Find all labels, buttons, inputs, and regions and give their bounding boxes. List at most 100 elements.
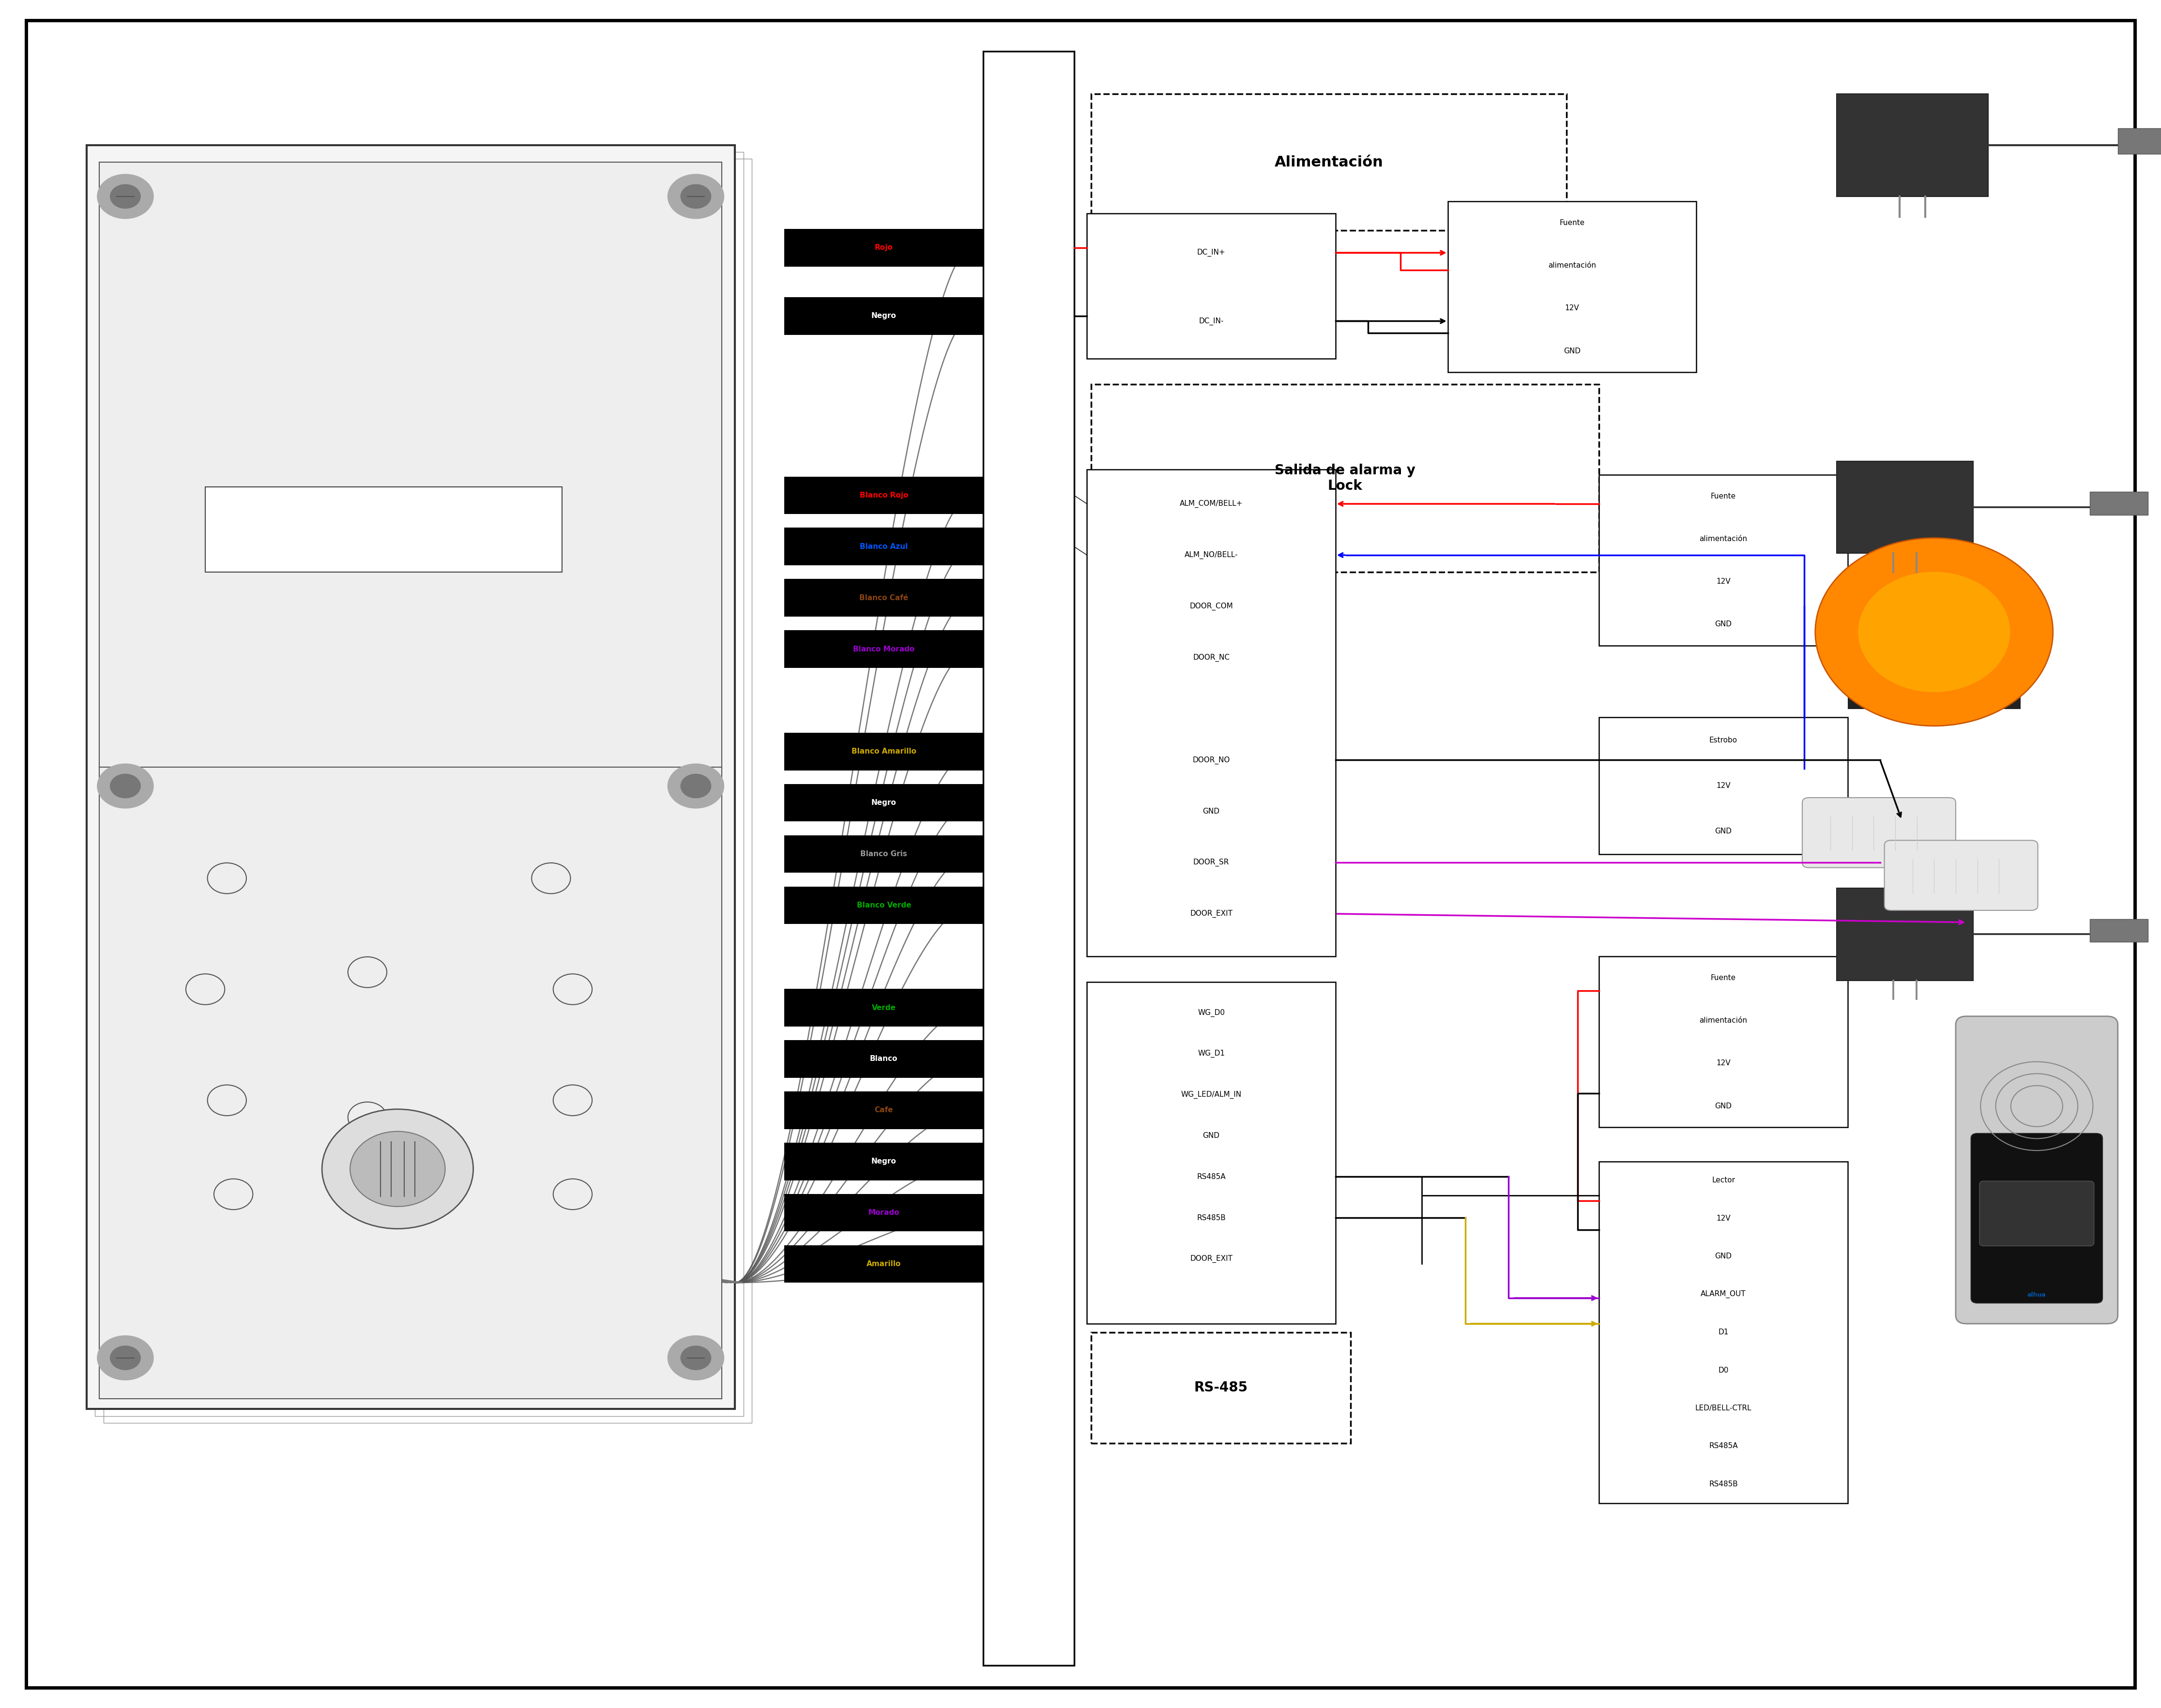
Bar (99, 162, 722, 769)
Bar (1599, 717, 1848, 854)
Bar (784, 630, 983, 668)
Circle shape (681, 774, 711, 798)
Text: Negro: Negro (871, 313, 897, 319)
Text: RS485A: RS485A (1709, 1443, 1737, 1450)
Text: RS485B: RS485B (1709, 1481, 1737, 1488)
Bar (784, 1040, 983, 1078)
Bar (1091, 1332, 1351, 1443)
Circle shape (681, 184, 711, 208)
Text: LED/BELL-CTRL: LED/BELL-CTRL (1694, 1404, 1753, 1413)
Bar (784, 835, 983, 873)
Bar (1087, 982, 1335, 1324)
Bar (99, 767, 722, 1399)
Bar (784, 229, 983, 266)
Bar (1599, 1161, 1848, 1503)
Bar (784, 886, 983, 924)
Text: ALM_COM/BELL+: ALM_COM/BELL+ (1180, 500, 1243, 507)
Text: Negro: Negro (871, 799, 897, 806)
Bar (1599, 956, 1848, 1127)
Text: Blanco Morado: Blanco Morado (854, 646, 914, 652)
Circle shape (668, 1336, 724, 1380)
Text: Blanco Azul: Blanco Azul (860, 543, 908, 550)
Text: Fuente: Fuente (1712, 492, 1735, 500)
Circle shape (668, 763, 724, 808)
Text: RS485A: RS485A (1197, 1173, 1225, 1180)
Text: WG_D0: WG_D0 (1197, 1009, 1225, 1016)
Bar (95, 152, 743, 1416)
Bar (2090, 492, 2148, 516)
Bar (983, 51, 1074, 1665)
Text: DOOR_COM: DOOR_COM (1189, 603, 1234, 610)
Text: DOOR_NO: DOOR_NO (1193, 757, 1230, 763)
Bar (784, 1194, 983, 1231)
FancyBboxPatch shape (1979, 1182, 2094, 1247)
Text: 12V: 12V (1716, 782, 1731, 789)
Circle shape (1815, 538, 2053, 726)
Bar (784, 1143, 983, 1180)
Bar (1087, 214, 1335, 359)
Text: WG_LED/ALM_IN: WG_LED/ALM_IN (1180, 1091, 1243, 1098)
Text: RS-485: RS-485 (1195, 1382, 1247, 1394)
Text: Rojo: Rojo (875, 244, 892, 251)
Text: GND: GND (1204, 808, 1219, 815)
Text: ALM_NO/BELL-: ALM_NO/BELL- (1184, 552, 1238, 559)
Bar (784, 989, 983, 1027)
Circle shape (322, 1108, 473, 1228)
Bar (784, 477, 983, 514)
Text: Fuente: Fuente (1560, 219, 1584, 227)
Text: GND: GND (1716, 620, 1731, 629)
Text: GND: GND (1716, 1102, 1731, 1110)
Bar (784, 733, 983, 770)
Bar (784, 297, 983, 335)
Circle shape (350, 1131, 445, 1206)
Bar (1448, 202, 1696, 372)
Bar (784, 1091, 983, 1129)
Text: alhua: alhua (2027, 1291, 2046, 1298)
Text: DOOR_NC: DOOR_NC (1193, 654, 1230, 661)
Text: D0: D0 (1718, 1366, 1729, 1373)
Text: 12V: 12V (1716, 577, 1731, 586)
Text: RS485B: RS485B (1197, 1214, 1225, 1221)
FancyBboxPatch shape (1802, 798, 1956, 868)
Bar (1087, 470, 1335, 956)
Bar (1848, 678, 2021, 709)
Text: Estrobo: Estrobo (1709, 736, 1737, 743)
Text: ALARM_OUT: ALARM_OUT (1701, 1290, 1746, 1298)
Bar (784, 784, 983, 822)
Text: Blanco Rojo: Blanco Rojo (860, 492, 908, 499)
Text: DC_IN-: DC_IN- (1199, 318, 1223, 325)
FancyBboxPatch shape (1956, 1016, 2118, 1324)
Text: Blanco: Blanco (871, 1056, 897, 1062)
Bar (1837, 888, 1973, 980)
Text: GND: GND (1565, 347, 1580, 355)
Circle shape (110, 1346, 140, 1370)
Circle shape (110, 184, 140, 208)
Text: alimentación: alimentación (1547, 261, 1597, 270)
Text: Negro: Negro (871, 1158, 897, 1165)
Text: Verde: Verde (871, 1004, 897, 1011)
Text: Blanco Amarillo: Blanco Amarillo (851, 748, 916, 755)
Text: 12V: 12V (1716, 1214, 1731, 1221)
Circle shape (668, 174, 724, 219)
Bar (86, 145, 735, 1409)
Circle shape (681, 1346, 711, 1370)
Text: DOOR_EXIT: DOOR_EXIT (1191, 910, 1232, 917)
Bar (784, 528, 983, 565)
Circle shape (1858, 572, 2010, 692)
Text: alimentación: alimentación (1699, 535, 1748, 543)
Bar (2118, 128, 2161, 154)
Bar (784, 579, 983, 617)
Text: GND: GND (1716, 1252, 1731, 1261)
FancyBboxPatch shape (1971, 1134, 2103, 1303)
Circle shape (110, 774, 140, 798)
Text: DOOR_EXIT: DOOR_EXIT (1191, 1255, 1232, 1262)
Text: D1: D1 (1718, 1329, 1729, 1336)
Bar (1837, 94, 1988, 196)
Circle shape (97, 1336, 153, 1380)
Bar (784, 1245, 983, 1283)
Text: Lector: Lector (1712, 1177, 1735, 1184)
Text: Amarillo: Amarillo (867, 1261, 901, 1267)
Text: Morado: Morado (869, 1209, 899, 1216)
Bar (2090, 919, 2148, 943)
Text: Blanco Verde: Blanco Verde (856, 902, 912, 909)
